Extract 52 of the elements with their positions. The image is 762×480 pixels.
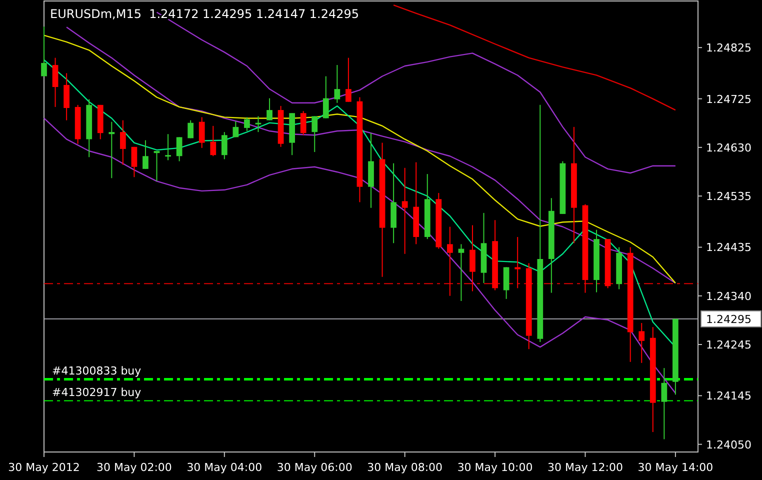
candlestick <box>514 236 521 289</box>
candlestick <box>503 266 510 300</box>
y-tick-label: 1.24630 <box>706 141 752 154</box>
candlestick <box>198 116 205 148</box>
y-tick-label: 1.24725 <box>706 92 752 106</box>
candlestick <box>210 125 216 157</box>
ref-line-label: 1.24295 <box>706 312 752 326</box>
line-series <box>392 4 676 111</box>
candlestick <box>266 98 272 121</box>
candlestick <box>108 121 115 179</box>
candlestick <box>638 322 645 364</box>
candlestick <box>458 244 464 302</box>
candlestick <box>661 368 668 440</box>
candlestick <box>312 116 318 153</box>
y-tick-label: 1.24825 <box>706 42 752 55</box>
y-tick-label: 1.24245 <box>706 338 752 352</box>
y-tick-label: 1.24535 <box>706 190 752 204</box>
candlestick <box>447 226 453 296</box>
candlestick <box>244 116 250 132</box>
y-tick-label: 1.24145 <box>706 390 752 403</box>
candlestick <box>334 64 340 104</box>
candlestick <box>142 140 148 170</box>
x-tick-label: 30 May 12:00 <box>548 461 623 474</box>
candlestick <box>232 120 239 138</box>
ref-line-label: #41300833 buy <box>52 364 142 378</box>
candlestick <box>322 76 329 119</box>
ref-line-label: #41302917 buy <box>52 386 142 399</box>
candlestick <box>346 57 352 102</box>
x-tick-label: 30 May 04:00 <box>186 461 262 474</box>
candlestick <box>41 26 47 77</box>
x-tick-label: 30 May 2012 <box>8 461 80 474</box>
y-tick-label: 1.24050 <box>706 438 752 452</box>
x-tick-label: 30 May 08:00 <box>367 461 443 474</box>
candlestick <box>470 224 476 292</box>
candlestick <box>221 132 228 160</box>
candlestick <box>52 57 58 108</box>
candlestick <box>176 136 182 162</box>
candlestick <box>300 110 306 136</box>
candlestick <box>165 134 171 161</box>
x-tick-label: 30 May 10:00 <box>457 461 533 474</box>
candlestick <box>188 120 194 139</box>
y-tick-label: 1.24435 <box>706 241 752 254</box>
candlestick <box>120 120 126 166</box>
x-tick-label: 30 May 06:00 <box>276 461 352 474</box>
x-tick-label: 30 May 02:00 <box>96 461 172 474</box>
candlestick <box>64 72 70 121</box>
y-tick-label: 1.24340 <box>706 290 752 303</box>
x-tick-label: 30 May 14:00 <box>638 461 714 474</box>
candlestick <box>131 146 138 178</box>
candlestick <box>154 150 160 182</box>
candlestick <box>255 116 262 133</box>
candlestick <box>402 167 408 254</box>
